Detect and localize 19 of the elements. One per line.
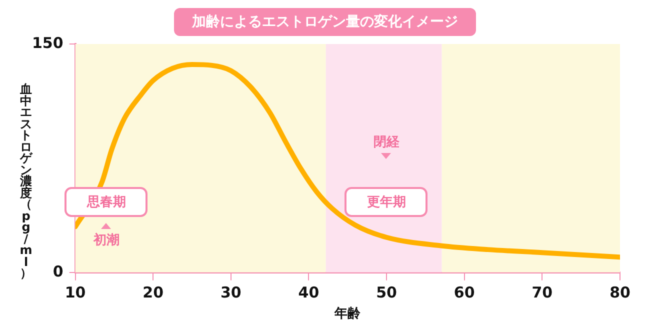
x-axis-title: 年齢 [334, 306, 362, 322]
x-tick-label: 20 [142, 283, 164, 302]
annotation: 思春期 [86, 194, 126, 211]
y-tick-label: 0 [52, 262, 64, 280]
x-tick-label: 60 [454, 283, 475, 302]
x-tick-label: 30 [220, 283, 242, 302]
chart-title: 加齢によるエストロゲン量の変化イメージ [174, 8, 476, 36]
x-tick-label: 40 [298, 283, 320, 302]
x-tick-label: 70 [532, 283, 553, 302]
text: 血中エストロゲン濃度（pg/ml） [20, 82, 32, 280]
x-tick-label: 50 [376, 283, 397, 302]
annotation: 初潮 [93, 232, 120, 250]
y-tick-label: 150 [32, 34, 64, 52]
label-box: 思春期 [64, 186, 148, 217]
label-box: 更年期 [344, 186, 428, 217]
annotation: 閉経 [373, 134, 400, 152]
x-tick-label: 10 [64, 283, 86, 302]
x-tick-label: 80 [610, 283, 630, 302]
annotation: 更年期 [366, 194, 406, 211]
